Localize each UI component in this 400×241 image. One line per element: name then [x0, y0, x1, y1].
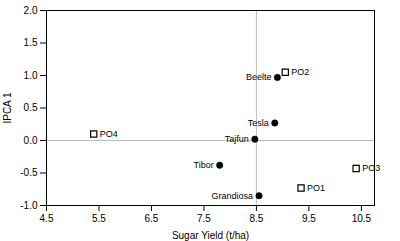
svg-text:7.5: 7.5: [197, 213, 211, 224]
svg-text:PO3: PO3: [362, 163, 380, 173]
svg-text:10.5: 10.5: [352, 213, 372, 224]
svg-text:1.5: 1.5: [24, 37, 38, 48]
svg-text:IPCA 1: IPCA 1: [2, 92, 13, 124]
svg-text:0.5: 0.5: [24, 102, 38, 113]
svg-text:-1.0: -1.0: [20, 200, 38, 211]
svg-text:Tesla: Tesla: [248, 118, 269, 128]
svg-text:PO1: PO1: [307, 183, 325, 193]
svg-text:Tibor: Tibor: [194, 160, 214, 170]
svg-text:9.5: 9.5: [302, 213, 316, 224]
svg-text:Beelte: Beelte: [246, 72, 272, 82]
svg-text:4.5: 4.5: [40, 213, 54, 224]
svg-text:PO4: PO4: [100, 129, 118, 139]
svg-text:5.5: 5.5: [92, 213, 106, 224]
svg-text:-0.5: -0.5: [20, 167, 38, 178]
svg-text:6.5: 6.5: [145, 213, 159, 224]
svg-text:2.0: 2.0: [24, 5, 38, 16]
svg-text:1.0: 1.0: [24, 70, 38, 81]
svg-text:8.5: 8.5: [249, 213, 263, 224]
svg-text:0.0: 0.0: [24, 135, 38, 146]
svg-text:Grandiosa: Grandiosa: [212, 191, 254, 201]
svg-text:Sugar Yield (t/ha): Sugar Yield (t/ha): [172, 230, 249, 241]
svg-text:PO2: PO2: [291, 67, 309, 77]
svg-text:Tajfun: Tajfun: [225, 134, 249, 144]
